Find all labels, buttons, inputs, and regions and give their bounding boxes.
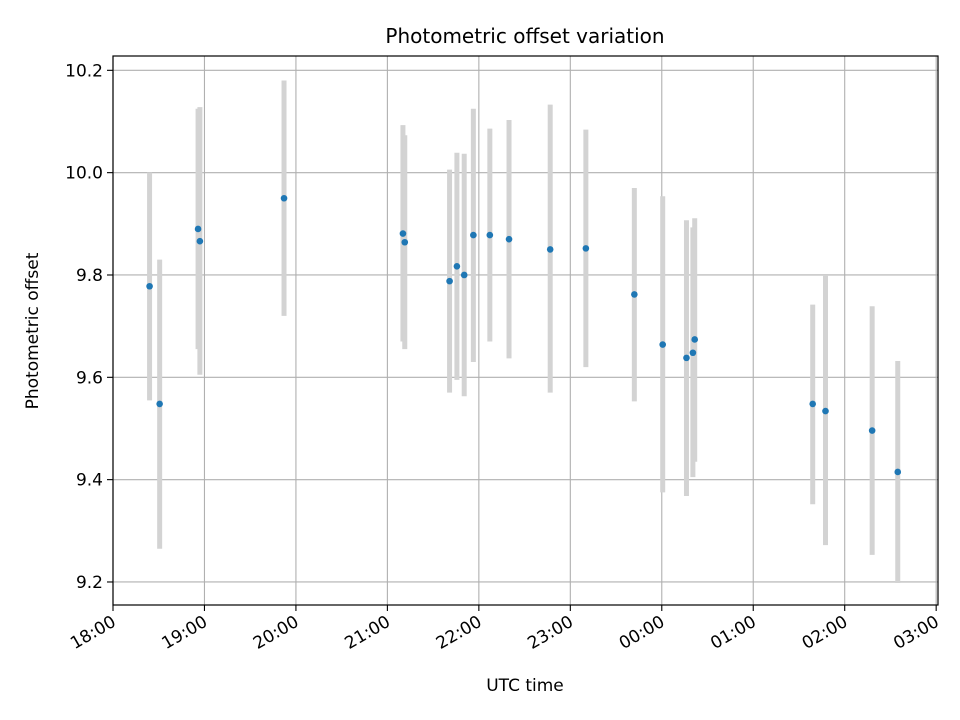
data-point	[156, 400, 163, 408]
data-point	[868, 427, 876, 434]
y-tick-label: 9.6	[76, 368, 103, 388]
data-point	[401, 238, 409, 246]
data-point	[505, 235, 513, 243]
data-point	[194, 225, 202, 233]
data-point	[809, 400, 816, 408]
chart-title: Photometric offset variation	[385, 24, 664, 48]
data-point	[822, 407, 829, 415]
data-point	[146, 282, 153, 290]
data-point	[582, 245, 590, 252]
data-point	[894, 468, 902, 476]
y-tick-label: 9.8	[76, 266, 103, 286]
x-axis-label: UTC time	[486, 676, 564, 696]
data-point	[546, 246, 554, 253]
y-axis-label: Photometric offset	[23, 252, 43, 409]
y-tick-label: 9.2	[76, 573, 103, 593]
y-tick-label: 10.0	[65, 164, 103, 184]
data-point	[453, 262, 461, 270]
data-point	[460, 271, 468, 279]
data-point	[470, 231, 477, 239]
y-axis: 9.2 9.4 9.6 9.8 10.0 10.2	[65, 61, 113, 593]
data-point	[446, 277, 453, 285]
y-tick-label: 10.2	[65, 61, 103, 81]
y-tick-label: 9.4	[76, 471, 103, 491]
data-point	[280, 194, 288, 202]
data-point	[683, 354, 690, 362]
data-point	[631, 291, 638, 298]
plot-frame	[112, 55, 939, 606]
data-point	[486, 231, 494, 239]
data-point	[659, 341, 666, 348]
data-point	[689, 349, 697, 357]
data-point	[196, 237, 204, 245]
data-point	[691, 336, 699, 343]
data-point	[399, 230, 407, 237]
data-points	[146, 194, 902, 476]
grid	[112, 56, 938, 605]
